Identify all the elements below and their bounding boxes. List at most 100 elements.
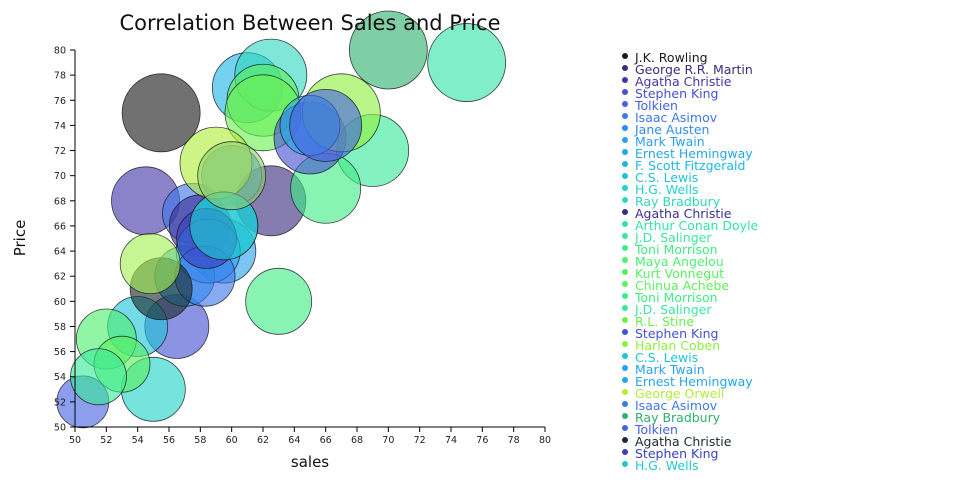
legend-item[interactable]: F. Scott Fitzgerald xyxy=(622,158,745,173)
legend-marker xyxy=(622,185,628,191)
legend-marker xyxy=(622,365,628,371)
x-tick-label: 80 xyxy=(539,435,551,446)
legend-label: Tolkien xyxy=(634,422,678,437)
legend-item[interactable]: Kurt Vonnegut xyxy=(622,266,724,281)
legend-item[interactable]: Toni Morrison xyxy=(622,242,718,257)
legend-label: George R.R. Martin xyxy=(635,62,753,77)
legend-marker xyxy=(622,137,628,143)
legend-marker xyxy=(622,113,628,119)
legend-marker xyxy=(622,149,628,155)
legend-label: Kurt Vonnegut xyxy=(635,266,724,281)
legend-label: R.L. Stine xyxy=(635,314,694,329)
legend-label: Toni Morrison xyxy=(634,290,718,305)
legend-item[interactable]: Tolkien xyxy=(622,98,678,113)
y-tick-label: 78 xyxy=(54,71,66,82)
legend-item[interactable]: R.L. Stine xyxy=(622,314,694,329)
legend-item[interactable]: J.D. Salinger xyxy=(622,302,712,317)
legend-item[interactable]: Arthur Conan Doyle xyxy=(622,218,759,233)
bubble-16 xyxy=(245,267,313,335)
legend-label: Stephen King xyxy=(635,86,719,101)
y-tick-label: 54 xyxy=(54,372,66,383)
legend-item[interactable]: Maya Angelou xyxy=(622,254,724,269)
y-tick-label: 62 xyxy=(54,272,66,283)
legend-marker xyxy=(622,305,628,311)
legend-label: Arthur Conan Doyle xyxy=(635,218,759,233)
legend-marker xyxy=(622,197,628,203)
legend-item[interactable]: George Orwell xyxy=(622,386,724,401)
legend-marker xyxy=(622,293,628,299)
y-axis: 50 52 54 56 58 60 62 64 66 68 70 72 74 76 78 80 xyxy=(54,46,76,434)
legend-label: Ray Bradbury xyxy=(635,194,721,209)
legend-label: Harlan Coben xyxy=(635,338,720,353)
legend-item[interactable]: Agatha Christie xyxy=(622,74,732,89)
legend-item[interactable]: H.G. Wells xyxy=(622,458,699,473)
y-tick-label: 64 xyxy=(54,247,66,258)
legend-marker xyxy=(622,401,628,407)
legend-item[interactable]: Isaac Asimov xyxy=(622,398,718,413)
legend-label: Ernest Hemingway xyxy=(635,374,753,389)
legend-item[interactable]: Toni Morrison xyxy=(622,290,718,305)
legend-label: Chinua Achebe xyxy=(635,278,729,293)
legend-marker xyxy=(622,389,628,395)
legend-item[interactable]: Stephen King xyxy=(622,326,719,341)
legend-item[interactable]: Chinua Achebe xyxy=(622,278,729,293)
legend-item[interactable]: Ray Bradbury xyxy=(622,410,721,425)
legend-label: Agatha Christie xyxy=(635,434,732,449)
x-axis-label: sales xyxy=(291,453,329,471)
legend-item[interactable]: Jane Austen xyxy=(622,122,709,137)
legend-label: J.D. Salinger xyxy=(634,230,712,245)
legend-marker xyxy=(622,269,628,275)
legend-item[interactable]: Stephen King xyxy=(622,446,719,461)
x-tick-label: 62 xyxy=(257,435,269,446)
y-tick-label: 72 xyxy=(54,146,66,157)
y-tick-label: 52 xyxy=(54,397,66,408)
legend-item[interactable]: Stephen King xyxy=(622,86,719,101)
legend-item[interactable]: Ernest Hemingway xyxy=(622,374,753,389)
bubbles-layer xyxy=(56,10,507,429)
bubble-31 xyxy=(289,89,363,162)
legend-item[interactable]: Isaac Asimov xyxy=(622,110,718,125)
legend-item[interactable]: C.S. Lewis xyxy=(622,170,698,185)
x-tick-label: 70 xyxy=(382,435,394,446)
legend-marker xyxy=(622,377,628,383)
legend-label: Stephen King xyxy=(635,446,719,461)
legend-label: Toni Morrison xyxy=(634,242,718,257)
y-axis-label: Price xyxy=(11,220,29,257)
x-tick-label: 68 xyxy=(351,435,363,446)
legend-label: Jane Austen xyxy=(634,122,709,137)
legend-item[interactable]: Ray Bradbury xyxy=(622,194,721,209)
x-tick-label: 56 xyxy=(163,435,175,446)
legend-marker xyxy=(622,89,628,95)
y-tick-label: 56 xyxy=(54,347,66,358)
legend-label: Maya Angelou xyxy=(635,254,724,269)
legend-item[interactable]: Agatha Christie xyxy=(622,206,732,221)
legend-label: Ernest Hemingway xyxy=(635,146,753,161)
legend-item[interactable]: C.S. Lewis xyxy=(622,350,698,365)
legend-item[interactable]: Ernest Hemingway xyxy=(622,146,753,161)
legend-label: C.S. Lewis xyxy=(635,170,698,185)
legend-label: George Orwell xyxy=(635,386,724,401)
bubble-14 xyxy=(427,23,507,102)
legend-item[interactable]: Tolkien xyxy=(622,422,678,437)
legend-marker xyxy=(622,161,628,167)
legend-item[interactable]: H.G. Wells xyxy=(622,182,699,197)
legend-item[interactable]: George R.R. Martin xyxy=(622,62,753,77)
legend-label: H.G. Wells xyxy=(635,458,699,473)
legend-item[interactable]: Mark Twain xyxy=(622,362,705,377)
y-tick-label: 68 xyxy=(54,196,66,207)
legend-label: Tolkien xyxy=(634,98,678,113)
legend-item[interactable]: J.D. Salinger xyxy=(622,230,712,245)
legend-item[interactable]: J.K. Rowling xyxy=(622,50,708,65)
chart-title: Correlation Between Sales and Price xyxy=(119,11,500,35)
y-tick-label: 60 xyxy=(54,297,66,308)
legend-marker xyxy=(622,449,628,455)
y-tick-label: 70 xyxy=(54,171,66,182)
legend-item[interactable]: Mark Twain xyxy=(622,134,705,149)
legend-item[interactable]: Agatha Christie xyxy=(622,434,732,449)
y-tick-label: 66 xyxy=(54,221,66,232)
x-tick-label: 74 xyxy=(445,435,457,446)
legend-item[interactable]: Harlan Coben xyxy=(622,338,720,353)
legend-marker xyxy=(622,317,628,323)
x-tick-label: 64 xyxy=(288,435,300,446)
